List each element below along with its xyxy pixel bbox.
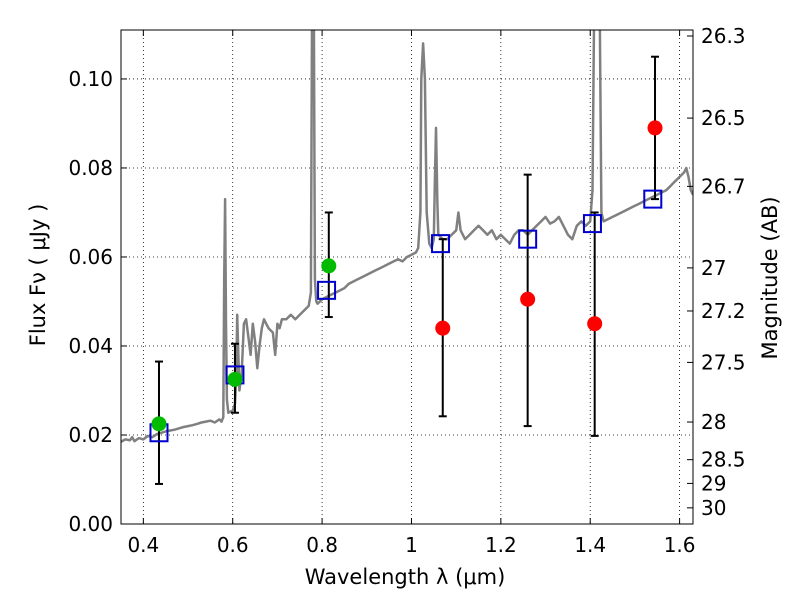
y2-axis-label: Magnitude (AB) xyxy=(758,196,782,359)
model-square-point xyxy=(431,234,451,254)
y-tick-label: 0.04 xyxy=(68,334,113,358)
model-square-point xyxy=(643,189,663,209)
red-circle-point xyxy=(435,320,451,336)
mag-tick-label: 26.7 xyxy=(701,174,746,198)
green-circle-point xyxy=(227,371,243,387)
y-tick-label: 0.08 xyxy=(68,156,113,180)
x-tick-label: 1.6 xyxy=(664,533,696,557)
mag-tick-label: 28 xyxy=(701,410,726,434)
mag-tick-label: 29 xyxy=(701,471,726,495)
y-tick-label: 0.06 xyxy=(68,245,113,269)
red-circle-point xyxy=(520,291,536,307)
red-circle-point xyxy=(647,120,663,136)
model-square-point xyxy=(317,280,337,300)
x-tick-label: 0.8 xyxy=(306,533,338,557)
spectrum-line xyxy=(121,30,693,443)
y-tick-label: 0.02 xyxy=(68,423,113,447)
red-circle-point xyxy=(587,316,603,332)
mag-tick-label: 27.2 xyxy=(701,299,746,323)
model-square-point xyxy=(518,229,538,249)
mag-tick-label: 26.3 xyxy=(701,24,746,48)
x-tick-label: 0.4 xyxy=(127,533,159,557)
x-axis-label: Wavelength λ (μm) xyxy=(305,565,506,589)
x-tick-label: 1.4 xyxy=(574,533,606,557)
x-tick-label: 1.2 xyxy=(485,533,517,557)
mag-tick-label: 26.5 xyxy=(701,106,746,130)
model-square-point xyxy=(582,214,602,234)
axes: 0.4 0.6 0.8 1 1.2 1.4 1.6 0.00 0.02 0.04 0.06 0.08 0… xyxy=(68,24,745,557)
mag-tick-label: 27.5 xyxy=(701,350,746,374)
green-circle-point xyxy=(321,258,337,274)
y-tick-label: 0.00 xyxy=(68,512,113,536)
mag-tick-label: 28.5 xyxy=(701,448,746,472)
plot-frame xyxy=(120,29,694,525)
mag-tick-label: 27 xyxy=(701,256,726,280)
x-tick-label: 0.6 xyxy=(217,533,249,557)
mag-tick-label: 30 xyxy=(701,496,726,520)
x-tick-label: 1 xyxy=(405,533,418,557)
plot-area xyxy=(121,30,693,485)
green-circle-point xyxy=(151,416,167,432)
y-axis-label: Flux Fν ( μJy ) xyxy=(26,204,50,347)
y-tick-label: 0.10 xyxy=(68,67,113,91)
